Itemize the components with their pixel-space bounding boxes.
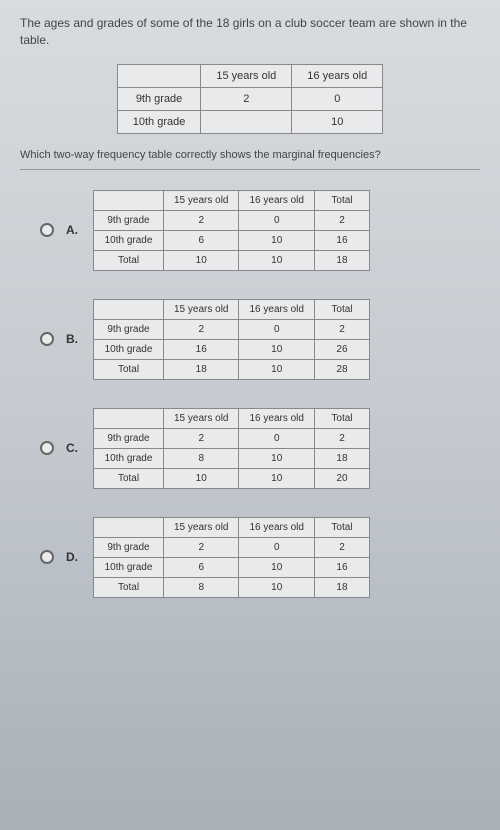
row-header: Total (94, 577, 164, 597)
data-cell: 2 (314, 319, 369, 339)
data-cell: 8 (164, 577, 239, 597)
data-cell: 10 (239, 339, 314, 359)
option-label: D. (66, 550, 78, 564)
data-cell: 10 (292, 110, 383, 133)
col-header: Total (314, 408, 369, 428)
data-cell: 16 (314, 557, 369, 577)
col-header: 15 years old (164, 299, 239, 319)
data-cell: 2 (314, 428, 369, 448)
option-c[interactable]: C. 15 years old 16 years old Total 9th g… (20, 408, 480, 489)
col-header: 16 years old (239, 517, 314, 537)
row-header: 9th grade (94, 210, 164, 230)
data-cell: 10 (164, 468, 239, 488)
data-cell: 26 (314, 339, 369, 359)
data-cell: 2 (314, 537, 369, 557)
corner-cell (94, 517, 164, 537)
row-header: Total (94, 250, 164, 270)
option-a-table: 15 years old 16 years old Total 9th grad… (93, 190, 370, 271)
data-cell: 10 (239, 359, 314, 379)
data-cell: 10 (239, 557, 314, 577)
data-cell: 2 (164, 319, 239, 339)
row-header: 9th grade (94, 428, 164, 448)
col-header: 16 years old (239, 299, 314, 319)
data-cell: 8 (164, 448, 239, 468)
corner-cell (94, 408, 164, 428)
data-cell: 2 (314, 210, 369, 230)
col-header: 15 years old (201, 64, 292, 87)
col-header: 15 years old (164, 517, 239, 537)
radio-icon[interactable] (40, 550, 54, 564)
main-data-table: 15 years old 16 years old 9th grade 2 0 … (117, 64, 383, 134)
row-header: 9th grade (94, 319, 164, 339)
radio-icon[interactable] (40, 223, 54, 237)
question-prompt: Which two-way frequency table correctly … (20, 149, 480, 161)
col-header: Total (314, 517, 369, 537)
col-header: 15 years old (164, 190, 239, 210)
radio-icon[interactable] (40, 441, 54, 455)
row-header: 10th grade (117, 110, 201, 133)
col-header: Total (314, 299, 369, 319)
data-cell: 0 (292, 87, 383, 110)
row-header: Total (94, 468, 164, 488)
data-cell: 20 (314, 468, 369, 488)
row-header: 9th grade (94, 537, 164, 557)
data-cell: 18 (314, 250, 369, 270)
radio-icon[interactable] (40, 332, 54, 346)
option-d-table: 15 years old 16 years old Total 9th grad… (93, 517, 370, 598)
col-header: 16 years old (292, 64, 383, 87)
option-a[interactable]: A. 15 years old 16 years old Total 9th g… (20, 190, 480, 271)
data-cell: 10 (239, 448, 314, 468)
row-header: 10th grade (94, 339, 164, 359)
question-intro: The ages and grades of some of the 18 gi… (20, 15, 480, 49)
option-b-table: 15 years old 16 years old Total 9th grad… (93, 299, 370, 380)
row-header: 10th grade (94, 448, 164, 468)
data-cell: 16 (314, 230, 369, 250)
data-cell: 2 (164, 210, 239, 230)
data-cell: 18 (314, 448, 369, 468)
data-cell: 10 (164, 250, 239, 270)
data-cell: 10 (239, 250, 314, 270)
data-cell: 6 (164, 557, 239, 577)
option-label: C. (66, 441, 78, 455)
row-header: 10th grade (94, 230, 164, 250)
col-header: Total (314, 190, 369, 210)
option-label: B. (66, 332, 78, 346)
data-cell: 10 (239, 230, 314, 250)
row-header: 9th grade (117, 87, 201, 110)
data-cell (201, 110, 292, 133)
data-cell: 2 (164, 537, 239, 557)
data-cell: 2 (164, 428, 239, 448)
row-header: Total (94, 359, 164, 379)
data-cell: 0 (239, 537, 314, 557)
data-cell: 0 (239, 210, 314, 230)
data-cell: 0 (239, 319, 314, 339)
divider (20, 169, 480, 170)
data-cell: 18 (164, 359, 239, 379)
data-cell: 28 (314, 359, 369, 379)
option-b[interactable]: B. 15 years old 16 years old Total 9th g… (20, 299, 480, 380)
col-header: 16 years old (239, 190, 314, 210)
option-label: A. (66, 223, 78, 237)
corner-cell (94, 190, 164, 210)
data-cell: 18 (314, 577, 369, 597)
data-cell: 2 (201, 87, 292, 110)
corner-cell (117, 64, 201, 87)
option-d[interactable]: D. 15 years old 16 years old Total 9th g… (20, 517, 480, 598)
row-header: 10th grade (94, 557, 164, 577)
corner-cell (94, 299, 164, 319)
col-header: 16 years old (239, 408, 314, 428)
data-cell: 10 (239, 577, 314, 597)
data-cell: 6 (164, 230, 239, 250)
data-cell: 10 (239, 468, 314, 488)
option-c-table: 15 years old 16 years old Total 9th grad… (93, 408, 370, 489)
data-cell: 16 (164, 339, 239, 359)
col-header: 15 years old (164, 408, 239, 428)
data-cell: 0 (239, 428, 314, 448)
